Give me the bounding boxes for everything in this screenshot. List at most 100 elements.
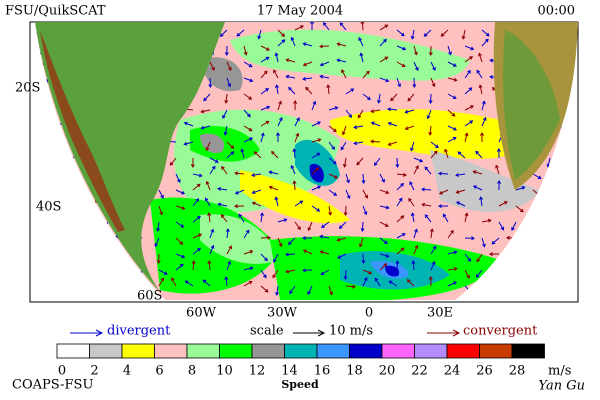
wind-arrow: [343, 205, 348, 216]
wind-arrow: [302, 61, 313, 67]
wind-arrow: [336, 237, 347, 242]
wind-arrow: [328, 157, 337, 165]
wind-arrow: [328, 141, 335, 151]
wind-arrow: [226, 245, 233, 255]
wind-arrow: [205, 141, 211, 152]
wind-arrow: [154, 237, 160, 248]
wind-arrow: [209, 165, 216, 175]
wind-arrow: [464, 87, 473, 95]
wind-arrow: [156, 221, 161, 232]
wind-arrow: [209, 157, 219, 163]
colorbar-box: [154, 343, 188, 359]
wind-arrow: [359, 52, 364, 63]
wind-arrow: [387, 107, 398, 112]
wind-arrow: [302, 268, 313, 273]
wind-arrow: [175, 263, 184, 271]
wind-arrow: [480, 132, 484, 143]
colorbar-tick-label: 2: [90, 364, 98, 379]
wind-arrow: [294, 200, 304, 207]
wind-arrow: [396, 29, 405, 37]
wind-arrow: [498, 221, 505, 231]
wind-arrow: [290, 36, 296, 47]
wind-arrow: [208, 77, 213, 88]
wind-arrow: [328, 285, 333, 296]
wind-arrow: [379, 77, 390, 83]
wind-arrow: [345, 173, 350, 184]
wind-arrow: [175, 237, 184, 245]
wind-arrow: [236, 29, 245, 37]
wind-arrow: [426, 109, 432, 120]
wind-arrow: [226, 61, 232, 72]
wind-arrow: [311, 205, 321, 212]
wind-arrow: [275, 132, 280, 143]
wind-arrow: [294, 25, 304, 31]
wind-arrow: [491, 237, 500, 245]
wind-arrow: [345, 88, 355, 95]
wind-arrow: [379, 263, 388, 271]
wind-arrow: [447, 281, 458, 287]
wind-arrow: [285, 269, 296, 274]
wind-arrow: [277, 39, 286, 47]
wind-arrow: [260, 212, 264, 223]
header-date: 17 May 2004: [257, 4, 343, 19]
colorbar-tick-label: 18: [346, 364, 363, 379]
wind-arrow: [511, 221, 517, 231]
wind-arrow: [464, 105, 474, 111]
wind-arrow: [184, 280, 194, 287]
wind-arrow: [226, 151, 235, 159]
wind-arrow: [360, 22, 365, 31]
wind-arrow: [360, 221, 365, 232]
wind-arrow: [243, 45, 248, 56]
wind-arrow: [413, 157, 424, 163]
wind-arrow: [395, 260, 400, 271]
wind-arrow: [271, 150, 279, 159]
wind-arrow: [476, 253, 483, 263]
colorbar-box: [251, 343, 285, 359]
wind-arrow: [396, 247, 405, 255]
convergent-arrow-head: [452, 329, 461, 337]
south-america: [35, 22, 225, 292]
wind-arrow: [447, 77, 458, 82]
wind-arrow: [338, 221, 347, 229]
wind-arrow: [319, 74, 330, 79]
wind-arrow: [175, 253, 186, 259]
wind-arrow: [472, 170, 483, 175]
wind-arrow: [260, 56, 270, 63]
wind-arrow: [481, 237, 486, 248]
wind-arrow: [358, 37, 364, 47]
wind-arrow: [404, 109, 415, 114]
wind-arrow: [234, 189, 245, 195]
wind-arrow: [428, 45, 433, 56]
wind-arrow: [219, 29, 228, 37]
wind-arrow: [370, 109, 381, 114]
wind-arrow: [411, 260, 416, 271]
wind-arrow: [379, 24, 389, 31]
wind-arrow: [515, 205, 524, 213]
wind-arrow: [489, 252, 500, 257]
divergent-arrow-head: [95, 329, 104, 337]
wind-arrow: [447, 267, 458, 271]
wind-arrow: [496, 148, 501, 159]
wind-arrow: [192, 233, 203, 239]
wind-arrow: [455, 189, 466, 194]
wind-arrow: [481, 218, 492, 223]
wind-arrow: [260, 88, 269, 95]
lon-label: 30W: [267, 306, 298, 321]
wind-arrow: [225, 228, 230, 239]
wind-arrow: [307, 221, 313, 232]
divergent-label: divergent: [107, 324, 171, 339]
wind-arrow: [455, 173, 466, 177]
africa-green: [503, 30, 560, 180]
lon-label: 30E: [427, 306, 453, 321]
wind-arrow: [192, 215, 201, 223]
wind-arrow: [447, 250, 458, 255]
colorbar-box: [219, 343, 253, 359]
header-left: FSU/QuikSCAT: [5, 4, 106, 19]
wind-arrow: [183, 121, 194, 127]
wind-arrow: [289, 285, 296, 295]
wind-arrow: [220, 214, 228, 223]
wind-arrow: [396, 77, 402, 88]
colorbar-box: [186, 343, 220, 359]
wind-arrow: [408, 197, 415, 207]
